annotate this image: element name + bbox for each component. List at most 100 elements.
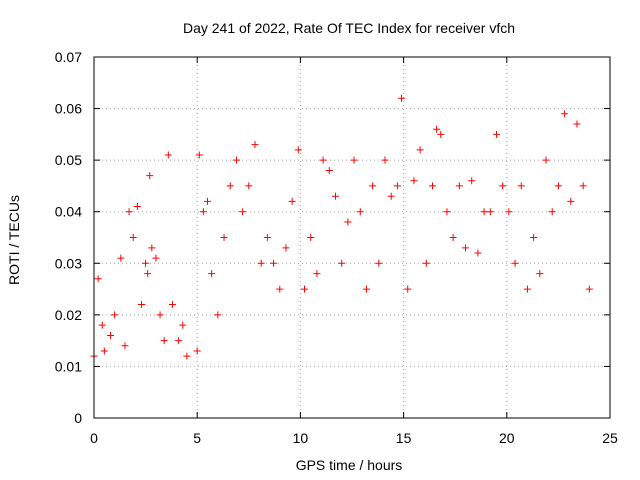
data-point [195, 151, 203, 159]
y-tick-label: 0 [74, 410, 82, 426]
data-point [325, 166, 333, 174]
data-point [422, 259, 430, 267]
data-point [356, 208, 364, 216]
data-point [148, 244, 156, 252]
data-point [199, 208, 207, 216]
x-tick-label: 20 [499, 430, 515, 446]
data-point [232, 156, 240, 164]
data-point [164, 151, 172, 159]
y-tick-label: 0.06 [55, 101, 82, 117]
y-axis-title: ROTI / TECUs [6, 195, 22, 285]
data-point [208, 270, 216, 278]
data-point [117, 254, 125, 262]
data-point [175, 337, 183, 345]
data-point [294, 146, 302, 154]
data-point [226, 182, 234, 190]
data-point [331, 192, 339, 200]
data-point [455, 182, 463, 190]
data-point [499, 182, 507, 190]
y-tick-label: 0.07 [55, 49, 82, 65]
data-point [585, 285, 593, 293]
data-point [301, 285, 309, 293]
data-point [567, 197, 575, 205]
data-point [282, 244, 290, 252]
x-tick-label: 5 [193, 430, 201, 446]
data-point [133, 203, 141, 211]
y-tick-label: 0.04 [55, 204, 82, 220]
data-point [121, 342, 129, 350]
data-point [146, 172, 154, 180]
data-point [530, 234, 538, 241]
data-point [511, 259, 519, 267]
data-point [220, 234, 228, 241]
data-point [168, 301, 176, 309]
data-point [579, 182, 587, 190]
data-point [492, 130, 500, 138]
data-point [239, 208, 247, 216]
data-point [160, 337, 168, 345]
data-point [152, 254, 160, 262]
y-tick-label: 0.02 [55, 307, 82, 323]
data-point [536, 270, 544, 278]
x-tick-label: 10 [293, 430, 309, 446]
data-point [100, 347, 108, 355]
data-point [561, 110, 569, 118]
data-points [90, 94, 593, 360]
data-point [344, 218, 352, 226]
data-point [480, 208, 488, 216]
data-point [288, 197, 296, 205]
data-point [517, 182, 525, 190]
axes: 0 0.01 0.02 0.03 0.04 0.05 0.06 0.07 0 5 10 15 20 25 [55, 49, 618, 446]
data-point [462, 244, 470, 252]
data-point [257, 259, 265, 267]
x-axis-title: GPS time / hours [296, 457, 403, 473]
data-point [350, 156, 358, 164]
data-point [362, 285, 370, 293]
data-point [263, 234, 271, 241]
data-point [156, 311, 164, 319]
data-point [107, 331, 115, 339]
data-point [179, 321, 187, 329]
data-point [437, 130, 445, 138]
data-point [125, 208, 133, 216]
data-point [369, 182, 377, 190]
data-point [505, 208, 513, 216]
data-point [129, 234, 137, 241]
y-tick-label: 0.03 [55, 255, 82, 271]
data-point [410, 177, 418, 185]
data-point [276, 285, 284, 293]
data-point [398, 94, 406, 102]
data-point [137, 301, 145, 309]
data-point [270, 259, 278, 267]
data-point [319, 156, 327, 164]
data-point [573, 120, 581, 128]
data-point [251, 141, 259, 149]
data-point [193, 347, 201, 355]
data-point [416, 146, 424, 154]
data-point [428, 182, 436, 190]
data-point [433, 125, 441, 133]
data-point [486, 208, 494, 216]
data-point [111, 311, 119, 319]
data-point [474, 249, 482, 257]
data-point [338, 259, 346, 267]
data-point [245, 182, 253, 190]
y-tick-label: 0.01 [55, 358, 82, 374]
data-point [393, 182, 401, 190]
data-point [449, 234, 457, 241]
y-tick-label: 0.05 [55, 152, 82, 168]
data-point [144, 270, 152, 278]
data-point [542, 156, 550, 164]
data-point [381, 156, 389, 164]
data-point [307, 234, 315, 241]
x-tick-label: 25 [602, 430, 618, 446]
chart-title: Day 241 of 2022, Rate Of TEC Index for r… [183, 20, 515, 36]
data-point [404, 285, 412, 293]
data-point [204, 197, 212, 205]
data-point [183, 352, 191, 360]
data-point [214, 311, 222, 319]
data-point [548, 208, 556, 216]
data-point [313, 270, 321, 278]
data-point [387, 192, 395, 200]
